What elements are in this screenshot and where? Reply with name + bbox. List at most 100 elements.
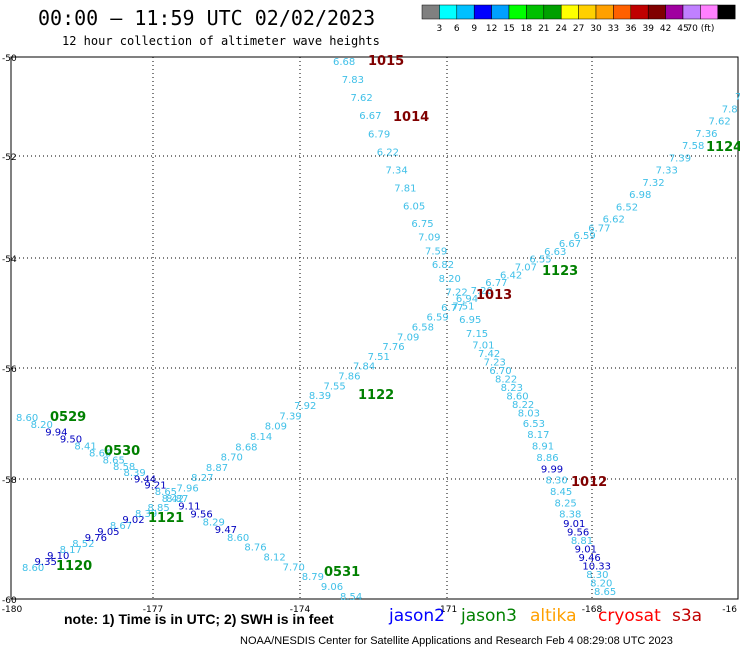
- wave-height-label: 6.68: [333, 57, 355, 68]
- wave-height-label: 6.42: [500, 270, 522, 281]
- wave-height-label: 8.39: [123, 468, 145, 479]
- wave-height-label: 9.11: [178, 502, 200, 513]
- legend-label: 24: [555, 24, 567, 34]
- wave-height-label: 8.67: [110, 521, 132, 532]
- wave-height-label: 7.55: [324, 381, 346, 392]
- wave-height-label: 8.03: [518, 409, 540, 420]
- wave-height-label: 7.84: [353, 362, 375, 373]
- legend-label: 30: [590, 24, 602, 34]
- wave-height-label: 8.23: [501, 383, 523, 394]
- wave-height-label: 9.99: [541, 464, 563, 475]
- wave-height-label: 7.23: [484, 357, 506, 368]
- pass-time-label: 0531: [324, 565, 360, 580]
- wave-height-label: 9.02: [122, 515, 144, 526]
- wave-height-label: 9.50: [60, 434, 82, 445]
- satellite-s3a: s3a: [672, 606, 703, 626]
- x-tick-label: -177: [143, 605, 163, 615]
- wave-height-label: 6.05: [403, 202, 425, 213]
- legend-label: 42: [660, 24, 671, 34]
- y-tick-label: -54: [2, 255, 17, 265]
- wave-height-label: 7.07: [515, 262, 537, 273]
- wave-height-label: 7.86: [338, 372, 360, 383]
- legend-swatch: [508, 4, 527, 20]
- wave-height-label: 8.12: [263, 552, 285, 563]
- wave-height-label: 6.79: [368, 129, 390, 140]
- legend-label: 21: [538, 24, 549, 34]
- wave-height-label: 9.10: [47, 551, 69, 562]
- wave-height-label: 8.60: [506, 392, 528, 403]
- wave-height-label: 6.94: [456, 294, 478, 305]
- wave-height-label: 8.27: [191, 473, 213, 484]
- map-frame: [10, 56, 739, 600]
- wave-height-label: 8.45: [550, 487, 572, 498]
- legend-label: 15: [503, 24, 514, 34]
- wave-height-label: 6.62: [603, 215, 625, 226]
- pass-time-label: 0529: [50, 410, 86, 425]
- wave-height-label: 7.33: [656, 166, 678, 177]
- wave-height-label: 6.75: [411, 219, 433, 230]
- wave-height-label: 8.09: [265, 422, 287, 433]
- wave-height-label: 9.01: [575, 544, 597, 555]
- satellite-cryosat: cryosat: [598, 606, 661, 626]
- wave-height-label: 8.91: [532, 442, 554, 453]
- wave-height-label: 6.82: [432, 260, 454, 271]
- wave-height-label: 8.58: [113, 462, 135, 473]
- wave-height-label: 8.76: [244, 542, 266, 553]
- x-tick-label: -168: [582, 605, 603, 615]
- legend-label: 36: [625, 24, 637, 34]
- wave-height-label: 7.01: [472, 340, 494, 351]
- wave-height-label: 7.39: [279, 411, 301, 422]
- wave-height-label: 6.77: [485, 278, 507, 289]
- wave-height-label: 7.81: [394, 183, 416, 194]
- legend-label: 9: [471, 24, 477, 34]
- wave-height-label: 8.22: [512, 400, 534, 411]
- legend-label: 6: [454, 24, 460, 34]
- wave-height-label: 7.32: [642, 178, 664, 189]
- legend-swatch: [700, 4, 719, 20]
- wave-height-label: 8.68: [235, 442, 257, 453]
- legend-swatch: [560, 4, 579, 20]
- wave-height-label: 7.15: [466, 329, 488, 340]
- wave-height-label: 6.53: [523, 419, 545, 430]
- wave-height-label: 6.59: [574, 231, 596, 242]
- wave-height-label: 8.39: [135, 509, 157, 520]
- legend-swatch: [682, 4, 701, 20]
- legend-label: 18: [521, 24, 533, 34]
- wave-height-label: 8.17: [60, 545, 82, 556]
- wave-height-label: 7.59: [425, 246, 447, 257]
- satellite-altika: altika: [530, 606, 577, 626]
- wave-height-label: 9.35: [35, 557, 57, 568]
- wave-height-label: 8.79: [302, 572, 324, 583]
- legend-swatch: [613, 4, 632, 20]
- legend-swatch: [543, 4, 562, 20]
- wave-height-label: 9.47: [215, 525, 237, 536]
- map-title: 00:00 – 11:59 UTC 02/02/2023: [38, 6, 376, 30]
- wave-height-label: 10.33: [582, 561, 611, 572]
- legend-label: 45: [677, 24, 688, 34]
- legend-swatch: [578, 4, 597, 20]
- wave-height-label: 7.8: [722, 104, 738, 115]
- legend-label: 33: [608, 24, 619, 34]
- pass-time-label: 1015: [368, 54, 404, 69]
- wave-height-label: 8.25: [555, 498, 577, 509]
- wave-height-label: 6.59: [426, 313, 448, 324]
- legend-label: 12: [486, 24, 497, 34]
- wave-height-label: 8.52: [72, 539, 94, 550]
- wave-height-label: 8.38: [559, 510, 581, 521]
- y-tick-label: -58: [2, 476, 17, 486]
- pass-time-label: 1122: [358, 388, 394, 403]
- wave-height-label: 7.62: [709, 117, 731, 128]
- pass-time-label: 0530: [104, 444, 140, 459]
- wave-height-label: 7.51: [368, 352, 390, 363]
- map-subtitle: 12 hour collection of altimeter wave hei…: [62, 34, 380, 48]
- legend-swatch: [647, 4, 666, 20]
- footer-note: note: 1) Time is in UTC; 2) SWH is in fe…: [64, 611, 334, 627]
- legend-swatch: [491, 4, 510, 20]
- wave-height-label: 7.39: [669, 153, 691, 164]
- legend-swatch: [665, 4, 684, 20]
- legend-swatch: [473, 4, 492, 20]
- wave-height-label: 6.63: [544, 247, 566, 258]
- wave-height-label: 6.55: [529, 255, 551, 266]
- wave-height-label: 6.77: [588, 223, 610, 234]
- wave-height-label: 6.58: [412, 322, 434, 333]
